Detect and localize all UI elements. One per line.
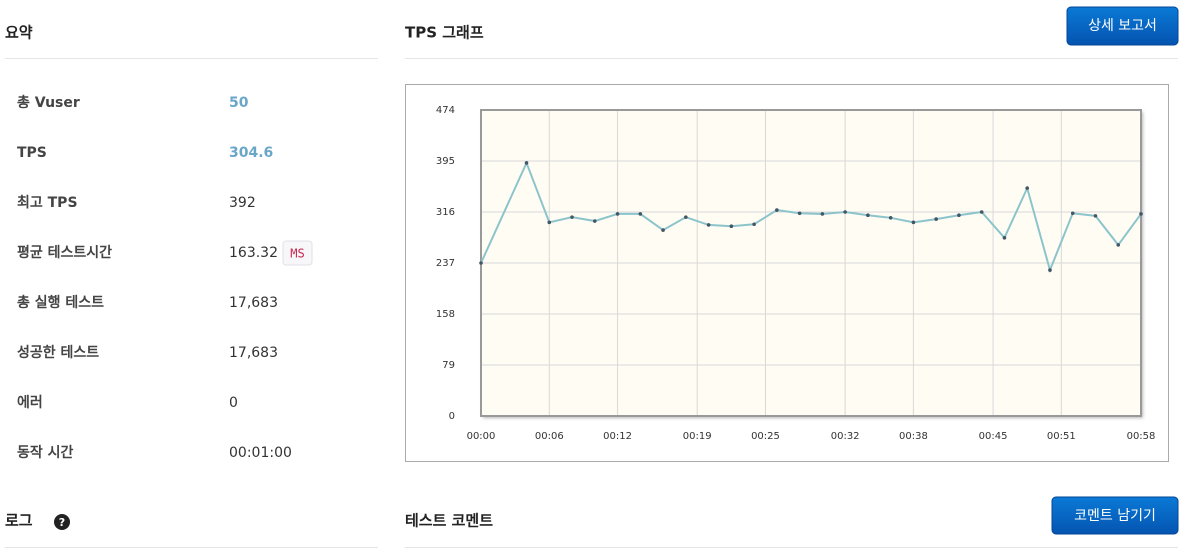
detail-report-button[interactable] bbox=[1066, 6, 1179, 46]
data-point bbox=[547, 220, 552, 225]
row-label: 동작 시간 bbox=[17, 444, 74, 461]
row-value: 163.32 bbox=[229, 245, 278, 261]
x-tick-label: 00:06 bbox=[535, 431, 564, 442]
data-point bbox=[752, 222, 756, 227]
data-point bbox=[1025, 186, 1030, 190]
y-tick-label: 158 bbox=[436, 309, 455, 320]
y-tick-label: 237 bbox=[436, 258, 455, 269]
row-label: TPS bbox=[17, 145, 47, 161]
data-point bbox=[615, 212, 620, 216]
data-point bbox=[1116, 243, 1121, 247]
data-point bbox=[866, 213, 870, 218]
help-icon-glyph[interactable]: ? bbox=[59, 516, 65, 529]
x-tick-label: 00:25 bbox=[751, 431, 780, 442]
y-tick-label: 316 bbox=[436, 207, 455, 218]
data-point bbox=[1070, 211, 1075, 216]
row-label: 성공한 테스트 bbox=[17, 345, 99, 361]
x-tick-label: 00:38 bbox=[899, 431, 928, 442]
unit-label: MS bbox=[290, 247, 304, 261]
data-point bbox=[843, 210, 847, 214]
data-point bbox=[638, 212, 643, 216]
data-point bbox=[979, 210, 984, 214]
data-point bbox=[706, 223, 711, 227]
button-label[interactable]: 상세 보고서 bbox=[1088, 18, 1157, 34]
row-label: 최고 TPS bbox=[17, 195, 78, 211]
button-label[interactable]: 코멘트 남기기 bbox=[1074, 508, 1156, 524]
unit-badge bbox=[282, 240, 313, 266]
data-point bbox=[524, 161, 529, 165]
x-tick-label: 00:58 bbox=[1127, 431, 1156, 442]
y-tick-label: 474 bbox=[436, 105, 455, 116]
y-tick-label: 395 bbox=[436, 156, 455, 167]
x-tick-label: 00:19 bbox=[683, 431, 712, 442]
data-point bbox=[1093, 214, 1098, 218]
data-point bbox=[570, 215, 574, 219]
row-value: 304.6 bbox=[229, 145, 273, 161]
data-point bbox=[1139, 212, 1143, 216]
log-title: 로그 bbox=[5, 512, 33, 530]
row-value: 17,683 bbox=[229, 295, 278, 311]
row-label: 평균 테스트시간 bbox=[17, 244, 112, 261]
chart: 0 79 158 237 316 395 474 00:00 00:06 00:12 00:19 00… bbox=[436, 105, 1156, 442]
y-tick-label: 79 bbox=[442, 360, 455, 371]
row-label: 에러 bbox=[17, 395, 43, 411]
data-point bbox=[661, 228, 665, 232]
data-point bbox=[684, 215, 688, 219]
x-tick-label: 00:45 bbox=[979, 431, 1008, 442]
data-point bbox=[957, 213, 961, 218]
data-point bbox=[797, 211, 802, 216]
x-tick-label: 00:51 bbox=[1047, 431, 1076, 442]
data-point bbox=[911, 220, 916, 225]
row-value: 00:01:00 bbox=[229, 445, 292, 461]
x-tick-label: 00:32 bbox=[831, 431, 860, 442]
graph-title: TPS 그래프 bbox=[405, 24, 484, 42]
data-point bbox=[888, 216, 893, 220]
x-tick-label: 00:00 bbox=[467, 431, 496, 442]
y-tick-label: 0 bbox=[449, 411, 455, 422]
x-tick-label: 00:12 bbox=[603, 431, 632, 442]
row-value: 0 bbox=[229, 395, 238, 411]
row-label: 총 실행 테스트 bbox=[17, 295, 104, 311]
row-value: 17,683 bbox=[229, 345, 278, 361]
row-value: 392 bbox=[229, 195, 256, 211]
summary-title: 요약 bbox=[5, 24, 33, 42]
comment-button[interactable] bbox=[1051, 496, 1179, 535]
row-value: 50 bbox=[229, 95, 249, 111]
data-point bbox=[479, 261, 483, 265]
data-point bbox=[775, 208, 779, 212]
comment-title: 테스트 코멘트 bbox=[405, 512, 493, 530]
data-point bbox=[934, 217, 938, 221]
data-point bbox=[729, 224, 734, 229]
data-point bbox=[1048, 268, 1052, 272]
summary-rows: 총 Vuser 50 TPS 304.6 최고 TPS 392 평균 테스트시간 163.32… bbox=[17, 95, 313, 461]
data-point bbox=[592, 219, 597, 223]
help-icon[interactable] bbox=[54, 514, 70, 530]
data-point bbox=[1002, 236, 1007, 240]
data-point bbox=[820, 212, 825, 216]
row-label: 총 Vuser bbox=[17, 95, 80, 111]
